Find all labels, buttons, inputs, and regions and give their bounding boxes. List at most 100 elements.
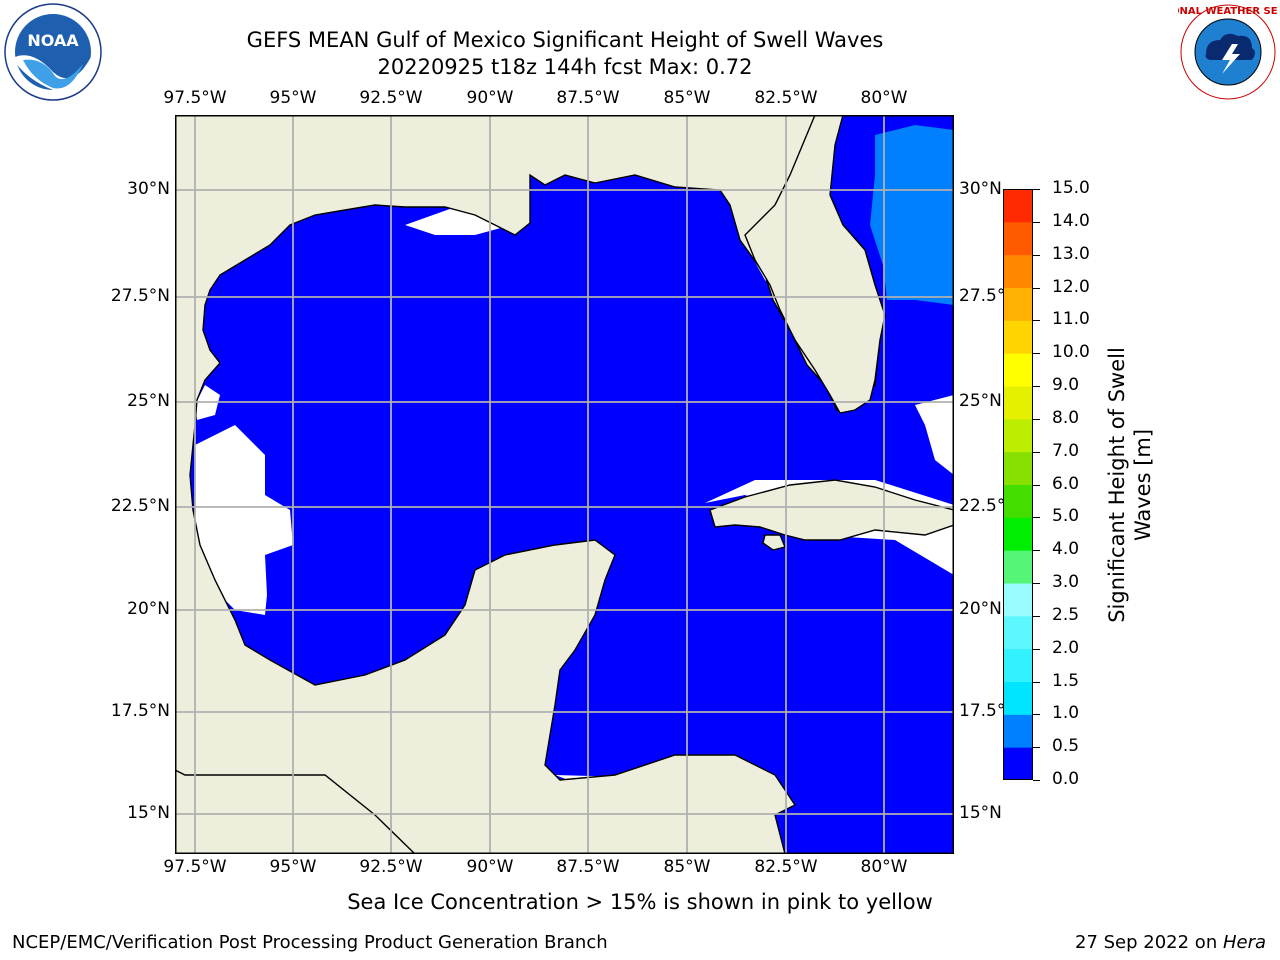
colorbar-tick-mark	[1033, 714, 1040, 716]
colorbar-tick-label: 11.0	[1052, 309, 1090, 330]
colorbar-tick-mark	[1033, 221, 1040, 223]
colorbar	[1003, 189, 1033, 781]
colorbar-segment	[1003, 550, 1033, 584]
chart-subtitle: 20220925 t18z 144h fcst Max: 0.72	[377, 55, 753, 79]
lat-tick-left: 30°N	[127, 179, 170, 199]
footer-date-text: 27 Sep 2022 on	[1075, 932, 1223, 953]
colorbar-tick-mark	[1033, 386, 1040, 387]
nws-logo-text: NATIONAL WEATHER SERVICE	[1178, 6, 1278, 17]
colorbar-tick-label: 4.0	[1052, 539, 1080, 560]
colorbar-tick-label: 1.5	[1052, 670, 1080, 691]
footer-date: 27 Sep 2022 on Hera	[1075, 932, 1266, 953]
lon-tick-bottom: 80°W	[860, 857, 908, 877]
colorbar-segment	[1003, 517, 1033, 551]
colorbar-segment	[1003, 320, 1033, 354]
colorbar-segment	[1003, 254, 1033, 288]
colorbar-segment	[1003, 615, 1033, 650]
lon-tick-top: 87.5°W	[556, 88, 620, 108]
lon-tick-bottom: 97.5°W	[163, 857, 227, 877]
footer-branch: NCEP/EMC/Verification Post Processing Pr…	[12, 932, 608, 953]
colorbar-tick-label: 0.0	[1052, 769, 1080, 789]
colorbar-tick-mark	[1033, 583, 1040, 584]
colorbar-frame	[1003, 189, 1033, 780]
colorbar-tick-mark	[1033, 517, 1040, 519]
lat-tick-right: 25°N	[959, 391, 1002, 411]
lon-tick-bottom: 85°W	[663, 857, 711, 877]
map-panel	[174, 114, 955, 855]
land-masses	[174, 114, 955, 855]
colorbar-segment	[1003, 418, 1033, 453]
sea-ice-note: Sea Ice Concentration > 15% is shown in …	[347, 890, 933, 914]
lon-tick-bottom: 95°W	[269, 857, 317, 877]
colorbar-tick-label: 6.0	[1052, 473, 1080, 494]
lat-tick-left: 17.5°N	[110, 701, 170, 721]
chart-title: GEFS MEAN Gulf of Mexico Significant Hei…	[246, 28, 884, 52]
lon-tick-bottom: 90°W	[466, 857, 514, 877]
lon-tick-bottom: 82.5°W	[754, 857, 818, 877]
colorbar-tick-mark	[1033, 780, 1040, 781]
lat-tick-left: 20°N	[127, 599, 170, 619]
colorbar-tick-mark	[1033, 550, 1040, 552]
colorbar-tick-label: 15.0	[1052, 178, 1090, 198]
colorbar-tick-mark	[1033, 747, 1040, 749]
lat-tick-left: 25°N	[127, 391, 170, 411]
colorbar-tick-mark	[1033, 353, 1040, 355]
colorbar-tick-label: 0.5	[1052, 736, 1080, 757]
colorbar-tick-mark	[1033, 287, 1040, 289]
nws-logo: NATIONAL WEATHER SERVICE	[1145, 2, 1280, 102]
colorbar-segment	[1003, 221, 1033, 256]
colorbar-label-line2: Waves [m]	[1131, 428, 1155, 542]
colorbar-tick-label: 14.0	[1052, 210, 1090, 231]
footer-host: Hera	[1222, 932, 1266, 953]
map-frame	[175, 115, 954, 854]
colorbar-tick-mark	[1033, 648, 1040, 650]
lon-tick-bottom: 87.5°W	[556, 857, 620, 877]
lat-tick-left: 15°N	[127, 803, 170, 823]
colorbar-segment	[1003, 583, 1033, 617]
colorbar-tick-label: 10.0	[1052, 342, 1090, 363]
colorbar-tick-label: 8.0	[1052, 407, 1080, 428]
lon-tick-top: 92.5°W	[359, 88, 423, 108]
colorbar-segment	[1003, 648, 1033, 682]
lat-tick-right: 20°N	[959, 599, 1002, 619]
map-grid	[175, 115, 954, 854]
atlantic-swell-patch	[870, 125, 954, 305]
colorbar-segment	[1003, 484, 1033, 518]
colorbar-segment	[1003, 189, 1033, 223]
lat-tick-right: 30°N	[959, 179, 1002, 199]
colorbar-tick-mark	[1033, 615, 1040, 617]
colorbar-tick-label: 5.0	[1052, 506, 1080, 527]
colorbar-tick-mark	[1033, 451, 1040, 453]
colorbar-label-line1: Significant Height of Swell	[1105, 347, 1129, 623]
lon-tick-top: 80°W	[860, 88, 908, 108]
lon-tick-top: 85°W	[663, 88, 711, 108]
lon-tick-top: 97.5°W	[163, 88, 227, 108]
colorbar-tick-label: 13.0	[1052, 243, 1090, 264]
colorbar-tick-mark	[1033, 254, 1040, 256]
lon-tick-top: 82.5°W	[754, 88, 818, 108]
colorbar-segment	[1003, 747, 1033, 781]
lat-tick-left: 22.5°N	[110, 496, 170, 516]
colorbar-tick-label: 2.5	[1052, 604, 1080, 625]
lon-tick-bottom: 92.5°W	[359, 857, 423, 877]
colorbar-tick-mark	[1033, 320, 1040, 322]
lat-tick-left: 27.5°N	[110, 286, 170, 306]
colorbar-segment	[1003, 681, 1033, 715]
colorbar-tick-label: 9.0	[1052, 375, 1080, 395]
colorbar-tick-label: 3.0	[1052, 572, 1080, 592]
colorbar-tick-mark	[1033, 189, 1040, 190]
colorbar-segment	[1003, 353, 1033, 387]
colorbar-tick-label: 2.0	[1052, 637, 1080, 658]
noaa-logo: NOAA	[3, 2, 103, 102]
colorbar-segment	[1003, 451, 1033, 485]
colorbar-segment	[1003, 714, 1033, 748]
lon-tick-top: 90°W	[466, 88, 514, 108]
colorbar-segment	[1003, 386, 1033, 420]
colorbar-label: Significant Height of Swell Waves [m]	[1100, 190, 1160, 780]
lon-tick-top: 95°W	[269, 88, 317, 108]
colorbar-tick-mark	[1033, 484, 1040, 486]
colorbar-tick-mark	[1033, 681, 1040, 683]
colorbar-tick-mark	[1033, 418, 1040, 420]
colorbar-tick-label: 1.0	[1052, 703, 1080, 724]
noaa-logo-text: NOAA	[27, 31, 79, 50]
